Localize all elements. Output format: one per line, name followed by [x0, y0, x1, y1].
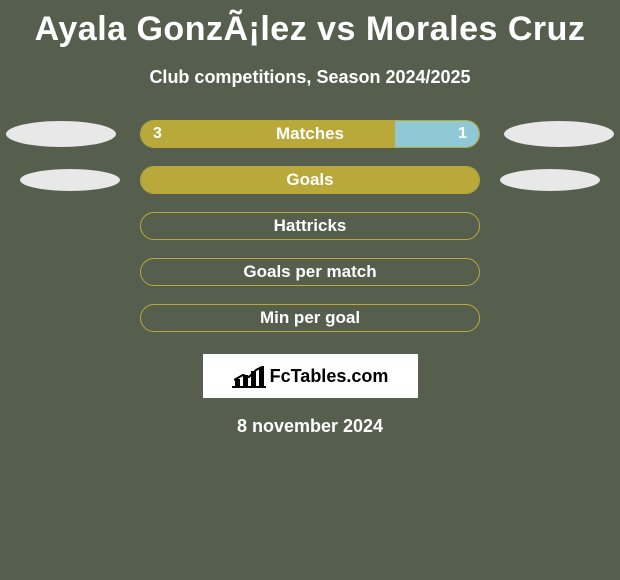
page-subtitle: Club competitions, Season 2024/2025	[0, 67, 620, 88]
player-left-indicator	[6, 121, 116, 147]
comparison-row: Goals	[0, 166, 620, 194]
player-right-indicator	[504, 121, 614, 147]
stat-bar-left-fill	[141, 167, 479, 193]
player-right-indicator	[500, 169, 600, 191]
stat-bar: Matches31	[140, 120, 480, 148]
footer-date: 8 november 2024	[0, 416, 620, 437]
comparison-rows: Matches31 Goals Hattricks Goals per match Mi…	[0, 120, 620, 332]
stat-label: Goals per match	[141, 259, 479, 285]
comparison-row: Matches31	[0, 120, 620, 148]
stat-bar: Goals	[140, 166, 480, 194]
comparison-infographic: Ayala GonzÃ¡lez vs Morales Cruz Club com…	[0, 0, 620, 580]
bar-line-chart-icon	[232, 364, 266, 388]
stat-label: Hattricks	[141, 213, 479, 239]
stat-bar: Min per goal	[140, 304, 480, 332]
stat-bar-left-fill	[141, 121, 395, 147]
stat-bar: Goals per match	[140, 258, 480, 286]
brand-text: FcTables.com	[270, 366, 389, 387]
comparison-row: Min per goal	[0, 304, 620, 332]
brand-logo-badge: FcTables.com	[203, 354, 418, 398]
player-left-indicator	[20, 169, 120, 191]
stat-bar: Hattricks	[140, 212, 480, 240]
page-title: Ayala GonzÃ¡lez vs Morales Cruz	[0, 0, 620, 49]
stat-bar-right-fill	[395, 121, 480, 147]
stat-label: Min per goal	[141, 305, 479, 331]
comparison-row: Hattricks	[0, 212, 620, 240]
comparison-row: Goals per match	[0, 258, 620, 286]
